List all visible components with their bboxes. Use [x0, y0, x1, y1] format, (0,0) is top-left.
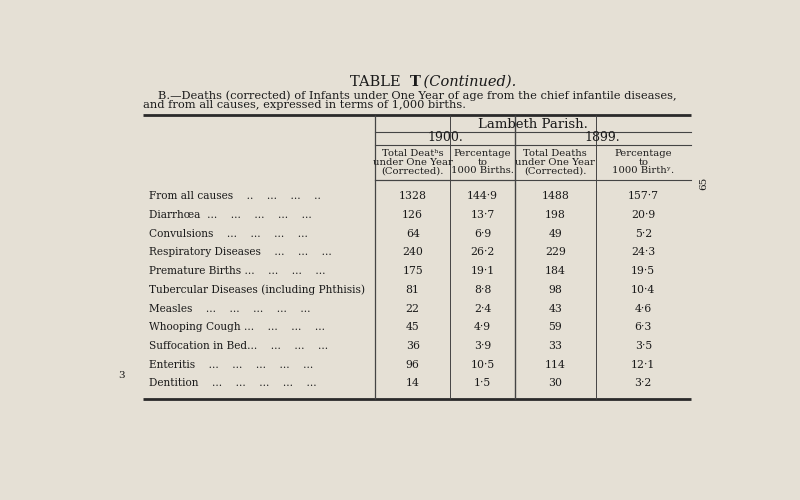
Text: Percentage: Percentage: [614, 150, 672, 158]
Text: Diarrhœa  ...    ...    ...    ...    ...: Diarrhœa ... ... ... ... ...: [149, 210, 311, 220]
Text: under One Year: under One Year: [515, 158, 595, 167]
Text: 3·9: 3·9: [474, 341, 491, 351]
Text: From all causes    ..    ...    ...    ..: From all causes .. ... ... ..: [149, 192, 321, 202]
Text: 4·6: 4·6: [634, 304, 652, 314]
Text: 33: 33: [548, 341, 562, 351]
Text: 1328: 1328: [398, 192, 426, 202]
Text: 19·5: 19·5: [631, 266, 655, 276]
Text: Suffocation in Bed...    ...    ...    ...: Suffocation in Bed... ... ... ...: [149, 341, 328, 351]
Text: 6·3: 6·3: [634, 322, 652, 332]
Text: TABLE: TABLE: [350, 74, 410, 88]
Text: 43: 43: [548, 304, 562, 314]
Text: 64: 64: [406, 229, 420, 239]
Text: Convulsions    ...    ...    ...    ...: Convulsions ... ... ... ...: [149, 229, 308, 239]
Text: (Corrected).: (Corrected).: [382, 166, 444, 175]
Text: T: T: [410, 74, 421, 88]
Text: 144·9: 144·9: [467, 192, 498, 202]
Text: 10·5: 10·5: [470, 360, 494, 370]
Text: 26·2: 26·2: [470, 248, 494, 258]
Text: Dentition    ...    ...    ...    ...    ...: Dentition ... ... ... ... ...: [149, 378, 317, 388]
Text: 1000 Births.: 1000 Births.: [451, 166, 514, 175]
Text: 59: 59: [549, 322, 562, 332]
Text: 240: 240: [402, 248, 423, 258]
Text: Lambeth Parish.: Lambeth Parish.: [478, 118, 588, 131]
Text: 81: 81: [406, 285, 420, 295]
Text: 6·9: 6·9: [474, 229, 491, 239]
Text: 3·2: 3·2: [634, 378, 652, 388]
Text: 5·2: 5·2: [634, 229, 652, 239]
Text: 1900.: 1900.: [427, 132, 462, 144]
Text: 184: 184: [545, 266, 566, 276]
Text: under One Year: under One Year: [373, 158, 453, 167]
Text: (Continued).: (Continued).: [416, 74, 517, 88]
Text: 4·9: 4·9: [474, 322, 491, 332]
Text: 13·7: 13·7: [470, 210, 494, 220]
Text: 175: 175: [402, 266, 423, 276]
Text: 20·9: 20·9: [631, 210, 655, 220]
Text: B.—Deaths (corrected) of Infants under One Year of age from the chief infantile : B.—Deaths (corrected) of Infants under O…: [158, 90, 677, 101]
Text: 49: 49: [549, 229, 562, 239]
Text: 1000 Birthʸ.: 1000 Birthʸ.: [612, 166, 674, 175]
Text: 2·4: 2·4: [474, 304, 491, 314]
Text: 229: 229: [545, 248, 566, 258]
Text: 19·1: 19·1: [470, 266, 494, 276]
Text: 1488: 1488: [542, 192, 570, 202]
Text: 14: 14: [406, 378, 420, 388]
Text: Total Deaths: Total Deaths: [523, 150, 587, 158]
Text: 157·7: 157·7: [628, 192, 658, 202]
Text: Whooping Cough ...    ...    ...    ...: Whooping Cough ... ... ... ...: [149, 322, 325, 332]
Text: 24·3: 24·3: [631, 248, 655, 258]
Text: 1·5: 1·5: [474, 378, 491, 388]
Text: 126: 126: [402, 210, 423, 220]
Text: 114: 114: [545, 360, 566, 370]
Text: Percentage: Percentage: [454, 150, 511, 158]
Text: 8·8: 8·8: [474, 285, 491, 295]
Text: 96: 96: [406, 360, 420, 370]
Text: (Corrected).: (Corrected).: [524, 166, 586, 175]
Text: to: to: [478, 158, 487, 167]
Text: Measles    ...    ...    ...    ...    ...: Measles ... ... ... ... ...: [149, 304, 310, 314]
Text: 30: 30: [548, 378, 562, 388]
Text: 198: 198: [545, 210, 566, 220]
Text: 45: 45: [406, 322, 419, 332]
Text: 12·1: 12·1: [631, 360, 655, 370]
Text: to: to: [638, 158, 648, 167]
Text: Tubercular Diseases (including Phthisis): Tubercular Diseases (including Phthisis): [149, 284, 365, 295]
Text: Premature Births ...    ...    ...    ...: Premature Births ... ... ... ...: [149, 266, 326, 276]
Text: 36: 36: [406, 341, 420, 351]
Text: 1899.: 1899.: [585, 132, 621, 144]
Text: Total Deatʰs: Total Deatʰs: [382, 150, 443, 158]
Text: 22: 22: [406, 304, 420, 314]
Text: 3: 3: [118, 371, 125, 380]
Text: Respiratory Diseases    ...    ...    ...: Respiratory Diseases ... ... ...: [149, 248, 331, 258]
Text: and from all causes, expressed in terms of 1,000 births.: and from all causes, expressed in terms …: [142, 100, 466, 110]
Text: Enteritis    ...    ...    ...    ...    ...: Enteritis ... ... ... ... ...: [149, 360, 313, 370]
Text: 10·4: 10·4: [631, 285, 655, 295]
Text: 98: 98: [548, 285, 562, 295]
Text: 65: 65: [699, 176, 708, 190]
Text: 3·5: 3·5: [634, 341, 652, 351]
